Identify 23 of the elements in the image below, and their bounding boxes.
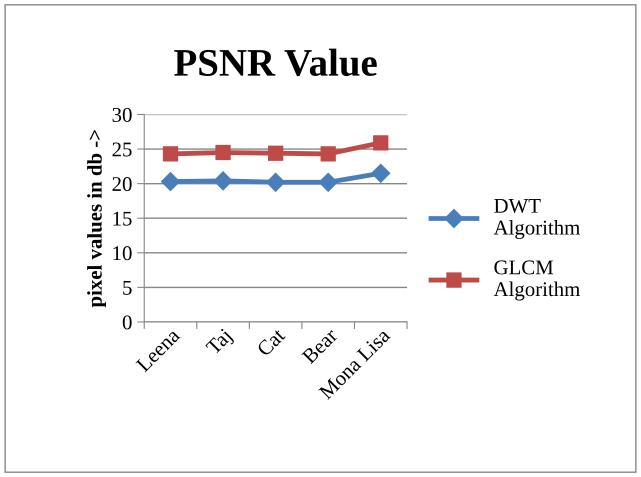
point bbox=[318, 172, 338, 192]
x-tick-label: Taj bbox=[205, 328, 236, 358]
legend-label: GLCM Algorithm bbox=[494, 260, 580, 301]
point bbox=[214, 171, 233, 190]
y-tick-label: 20 bbox=[112, 177, 132, 192]
point bbox=[371, 164, 390, 183]
y-axis-title: pixel values in db -> bbox=[87, 130, 106, 308]
point bbox=[215, 144, 231, 160]
point bbox=[268, 146, 284, 161]
point bbox=[320, 146, 336, 162]
legend-label: DWT Algorithm bbox=[494, 199, 580, 239]
y-tick-label: 10 bbox=[113, 246, 132, 260]
point bbox=[162, 146, 178, 162]
y-tick-label: 25 bbox=[112, 142, 132, 156]
y-tick-label: 0 bbox=[122, 315, 132, 330]
y-tick-label: 15 bbox=[113, 212, 132, 226]
x-tick-label: Cat bbox=[256, 327, 286, 357]
point bbox=[373, 135, 388, 150]
chart-title: PSNR Value bbox=[174, 48, 377, 76]
point bbox=[266, 172, 286, 192]
point bbox=[160, 172, 180, 192]
y-tick-label: 5 bbox=[123, 280, 132, 295]
y-tick-label: 30 bbox=[112, 108, 132, 122]
